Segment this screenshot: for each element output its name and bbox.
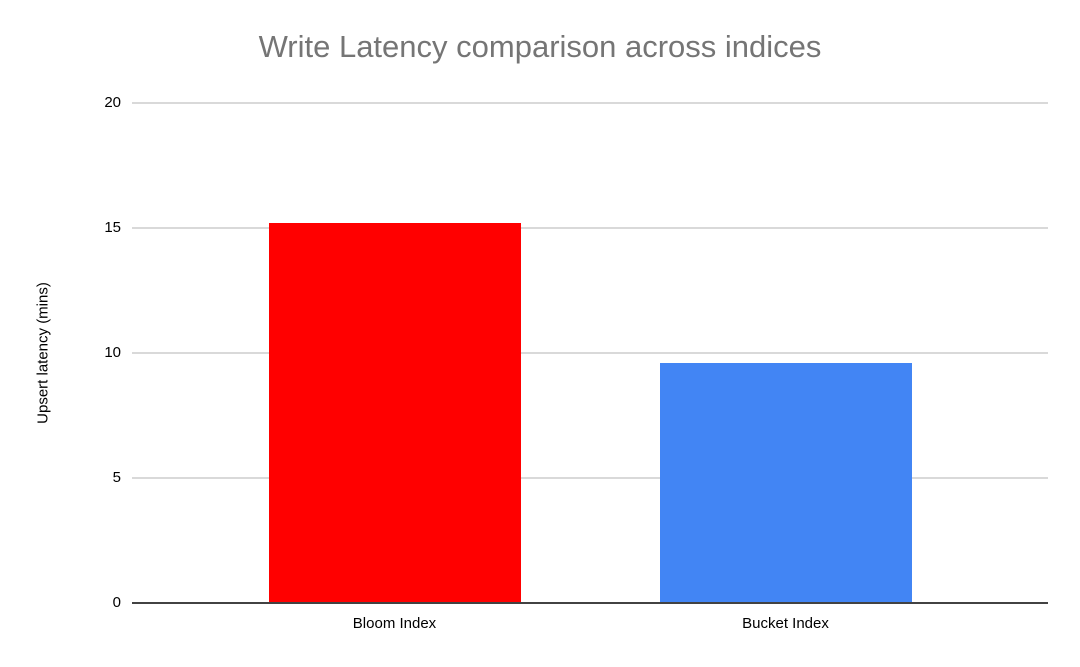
gridline-10 — [132, 352, 1048, 354]
y-tick-label-5: 5 — [112, 469, 121, 486]
y-tick-label-10: 10 — [104, 344, 121, 361]
y-tick-label-0: 0 — [112, 594, 121, 611]
plot-area — [132, 102, 1048, 604]
chart-title: Write Latency comparison across indices — [258, 29, 822, 64]
bar-bloom-index — [268, 223, 521, 603]
y-tick-label-20: 20 — [104, 94, 121, 111]
x-category-label-bucket-index: Bucket Index — [742, 615, 829, 632]
gridline-20 — [132, 102, 1048, 104]
y-tick-label-15: 15 — [104, 219, 121, 236]
bar-bucket-index — [659, 363, 912, 603]
gridline-5 — [132, 477, 1048, 479]
x-axis-baseline — [132, 602, 1048, 604]
gridline-15 — [132, 227, 1048, 229]
x-category-label-bloom-index: Bloom Index — [352, 615, 437, 632]
